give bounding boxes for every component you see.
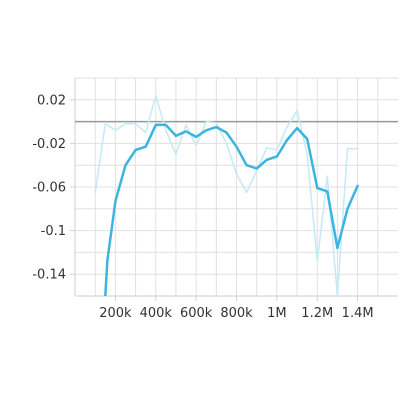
- x-tick-label: 800k: [220, 306, 253, 321]
- y-tick-label: -0.14: [32, 268, 66, 283]
- y-axis-ticks: 0.02 -0.02 -0.06 -0.1 -0.14: [32, 93, 75, 283]
- y-tick-label: -0.02: [32, 137, 66, 152]
- x-tick-label: 600k: [180, 306, 213, 321]
- y-tick-label: -0.1: [41, 224, 66, 239]
- y-tick-label: 0.02: [37, 93, 66, 108]
- series-line-smoothed: [104, 123, 359, 296]
- x-tick-label: 400k: [140, 306, 173, 321]
- x-tick-label: 1M: [267, 306, 287, 321]
- series-group: [94, 94, 359, 296]
- x-axis-ticks: 200k 400k 600k 800k 1M 1.2M 1.4M: [99, 296, 374, 321]
- series-line-raw: [94, 94, 359, 296]
- x-tick-label: 1.4M: [342, 306, 374, 321]
- y-tick-label: -0.06: [32, 181, 66, 196]
- grid: [75, 77, 398, 297]
- x-tick-label: 1.2M: [301, 306, 333, 321]
- x-tick-label: 200k: [99, 306, 132, 321]
